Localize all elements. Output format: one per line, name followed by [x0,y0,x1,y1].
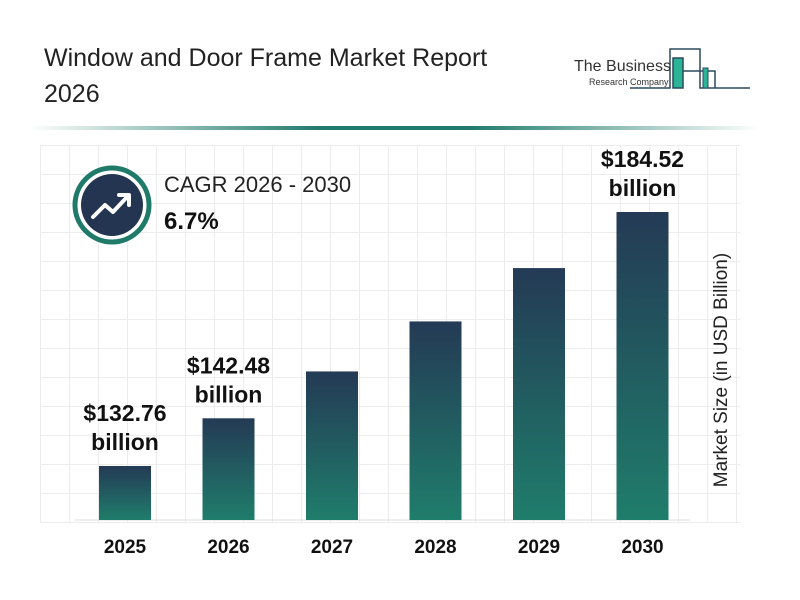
x-tick-label: 2027 [311,537,353,558]
data-label-unit: billion [195,381,263,407]
cagr-value: 6.7% [164,208,219,235]
bar-2030 [616,212,669,520]
logo-text-line1: The Business [574,58,671,75]
chart-title: Window and Door Frame Market Report 2026 [44,44,488,108]
bar-2026 [202,418,255,520]
data-label-value: $184.52 [601,146,684,172]
bar-2029 [513,268,565,520]
bar-2025 [99,466,151,520]
logo-buildings-icon [630,48,750,89]
data-label-value: $132.76 [83,400,166,426]
x-tick-label: 2026 [207,537,249,558]
data-label-unit: billion [609,175,677,201]
cagr-label: CAGR 2026 - 2030 [164,172,352,197]
y-axis-label: Market Size (in USD Billion) [711,252,732,488]
x-tick-label: 2025 [104,537,147,558]
x-tick-label: 2028 [414,537,456,558]
x-tick-label: 2030 [621,537,663,558]
data-label-unit: billion [91,429,159,455]
bar-2027 [306,371,358,520]
company-logo: The Business Research Company [570,36,755,92]
header-divider [30,126,760,130]
bar-2028 [409,321,462,520]
trending-up-icon [72,165,152,245]
x-tick-label: 2029 [518,537,560,558]
logo-text-line2: Research Company [589,77,669,87]
data-label-value: $142.48 [187,352,270,378]
